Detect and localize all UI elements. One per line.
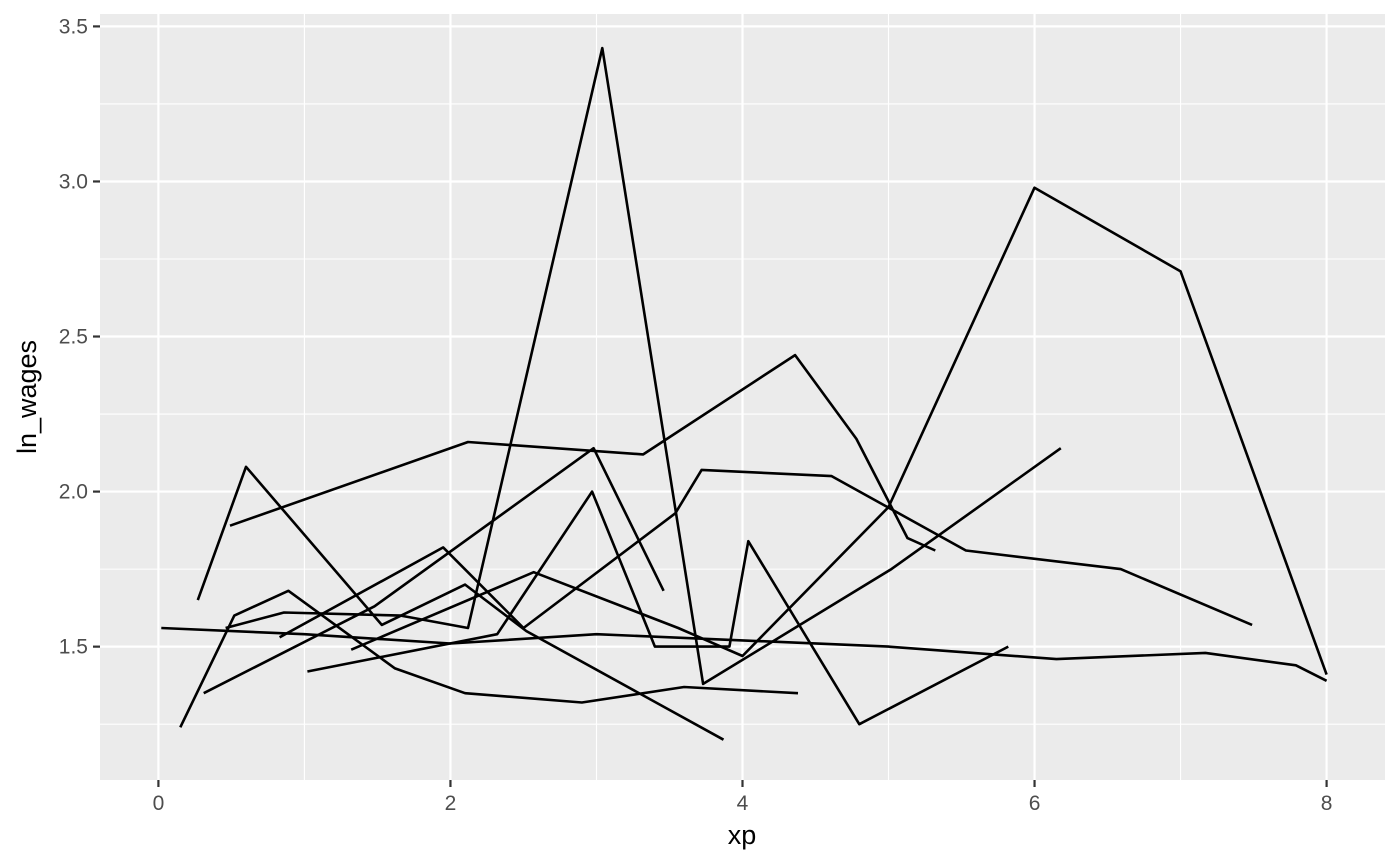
- series-lines: [161, 46, 1328, 741]
- y-tick-label: 3.0: [59, 170, 88, 193]
- x-tick-label: 4: [737, 792, 749, 815]
- series-line-3: [179, 589, 799, 728]
- y-tick-label: 1.5: [59, 636, 88, 659]
- x-tick-label: 2: [445, 792, 457, 815]
- y-tick-label: 3.5: [59, 15, 88, 38]
- series-line-2: [229, 353, 936, 552]
- x-axis-title: xp: [728, 820, 757, 850]
- x-tick-label: 6: [1029, 792, 1041, 815]
- y-tick-label: 2.0: [59, 481, 88, 504]
- x-tick-label: 8: [1321, 792, 1333, 815]
- x-tick-label: 0: [153, 792, 165, 815]
- x-axis: 0 2 4 6 8: [153, 780, 1333, 815]
- series-line-9: [278, 468, 1253, 639]
- y-axis-title: ln_wages: [12, 340, 42, 454]
- series-line-4: [203, 446, 665, 695]
- series-line-5: [225, 46, 1062, 686]
- y-tick-label: 2.5: [59, 326, 88, 349]
- major-gridlines: [100, 14, 1385, 780]
- series-line-6: [307, 490, 1009, 726]
- series-line-8: [350, 186, 1328, 676]
- series-line-1: [196, 465, 725, 741]
- y-axis: 1.5 2.0 2.5 3.0 3.5: [59, 15, 100, 659]
